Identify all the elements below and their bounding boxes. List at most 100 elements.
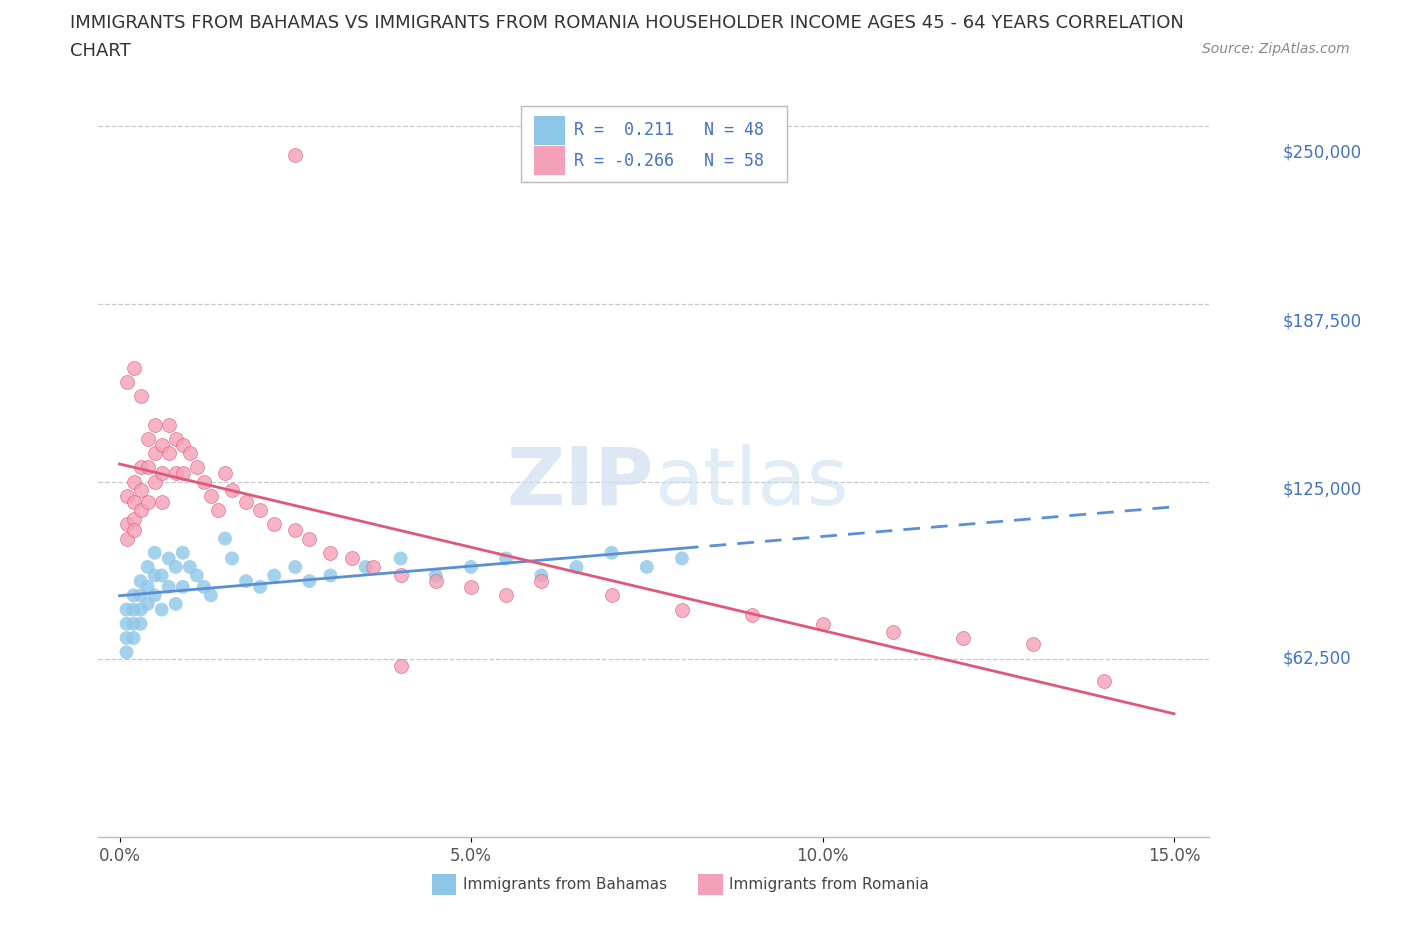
- FancyBboxPatch shape: [520, 106, 787, 181]
- Point: [221, 551, 243, 565]
- Point: [115, 602, 138, 617]
- Point: [249, 579, 271, 594]
- Point: [389, 551, 412, 565]
- Point: [389, 659, 412, 674]
- Text: ZIP: ZIP: [506, 444, 654, 522]
- Point: [115, 644, 138, 659]
- Point: [952, 631, 974, 645]
- Point: [115, 488, 138, 503]
- Point: [143, 474, 166, 489]
- Point: [495, 588, 517, 603]
- Point: [122, 588, 145, 603]
- Text: R =  0.211   N = 48: R = 0.211 N = 48: [574, 122, 763, 140]
- Point: [460, 560, 482, 575]
- Point: [157, 551, 180, 565]
- Point: [172, 579, 194, 594]
- Point: [284, 147, 307, 162]
- Point: [150, 466, 173, 481]
- Point: [129, 588, 152, 603]
- Point: [354, 560, 377, 575]
- Point: [122, 523, 145, 538]
- Point: [150, 494, 173, 509]
- Point: [165, 560, 187, 575]
- Point: [495, 551, 517, 565]
- Point: [157, 445, 180, 460]
- Text: CHART: CHART: [70, 42, 131, 60]
- Text: IMMIGRANTS FROM BAHAMAS VS IMMIGRANTS FROM ROMANIA HOUSEHOLDER INCOME AGES 45 - : IMMIGRANTS FROM BAHAMAS VS IMMIGRANTS FR…: [70, 14, 1184, 32]
- Point: [565, 560, 588, 575]
- Point: [636, 560, 658, 575]
- Point: [122, 617, 145, 631]
- Text: Immigrants from Bahamas: Immigrants from Bahamas: [463, 877, 666, 892]
- FancyBboxPatch shape: [432, 874, 456, 895]
- Point: [129, 502, 152, 517]
- Point: [172, 437, 194, 452]
- Point: [530, 574, 553, 589]
- Point: [172, 545, 194, 560]
- Point: [235, 574, 257, 589]
- Point: [122, 361, 145, 376]
- Text: Source: ZipAtlas.com: Source: ZipAtlas.com: [1202, 42, 1350, 56]
- Point: [150, 568, 173, 583]
- Text: $187,500: $187,500: [1282, 312, 1361, 330]
- Point: [319, 545, 342, 560]
- Point: [115, 617, 138, 631]
- Point: [811, 617, 834, 631]
- Point: [741, 608, 763, 623]
- Point: [284, 560, 307, 575]
- Point: [150, 602, 173, 617]
- FancyBboxPatch shape: [534, 146, 565, 175]
- Point: [425, 568, 447, 583]
- Point: [298, 574, 321, 589]
- Point: [136, 596, 159, 611]
- Point: [600, 588, 623, 603]
- Point: [129, 617, 152, 631]
- Point: [882, 625, 904, 640]
- Point: [1022, 636, 1045, 651]
- Point: [186, 460, 208, 475]
- FancyBboxPatch shape: [534, 116, 565, 145]
- Text: R = -0.266   N = 58: R = -0.266 N = 58: [574, 152, 763, 169]
- Text: $62,500: $62,500: [1282, 650, 1351, 668]
- Point: [122, 512, 145, 526]
- Point: [165, 596, 187, 611]
- Point: [157, 418, 180, 432]
- Point: [671, 602, 693, 617]
- Point: [122, 631, 145, 645]
- Point: [389, 568, 412, 583]
- Text: $250,000: $250,000: [1282, 143, 1361, 161]
- Point: [129, 389, 152, 404]
- Point: [200, 588, 222, 603]
- Point: [425, 574, 447, 589]
- Point: [122, 494, 145, 509]
- Point: [319, 568, 342, 583]
- Point: [129, 574, 152, 589]
- Point: [179, 560, 201, 575]
- Text: atlas: atlas: [654, 444, 848, 522]
- Point: [143, 568, 166, 583]
- Point: [157, 579, 180, 594]
- Point: [136, 432, 159, 446]
- Text: Immigrants from Romania: Immigrants from Romania: [730, 877, 929, 892]
- Point: [122, 602, 145, 617]
- Point: [115, 517, 138, 532]
- Point: [1092, 673, 1115, 688]
- Point: [235, 494, 257, 509]
- Point: [115, 631, 138, 645]
- Point: [284, 523, 307, 538]
- Point: [214, 531, 236, 546]
- Point: [263, 568, 285, 583]
- Point: [115, 531, 138, 546]
- Point: [122, 474, 145, 489]
- Point: [340, 551, 363, 565]
- Point: [186, 568, 208, 583]
- Point: [115, 375, 138, 390]
- Point: [165, 432, 187, 446]
- Point: [136, 560, 159, 575]
- Point: [143, 418, 166, 432]
- Point: [143, 588, 166, 603]
- Point: [136, 494, 159, 509]
- Point: [136, 460, 159, 475]
- Point: [530, 568, 553, 583]
- Point: [143, 545, 166, 560]
